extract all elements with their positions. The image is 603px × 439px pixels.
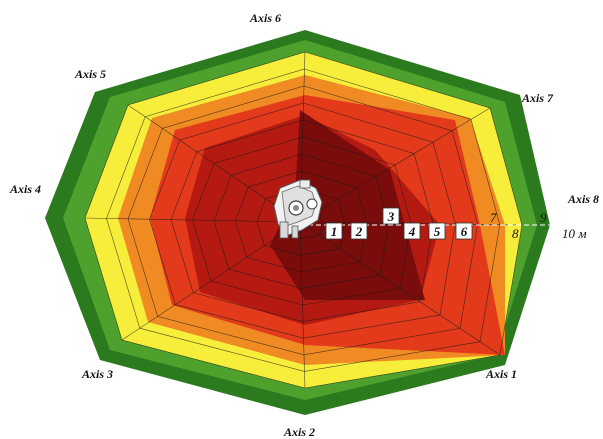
distance-label-8: 8 xyxy=(512,226,519,241)
distance-label-1: 1 xyxy=(331,224,338,239)
grid-spoke-6 xyxy=(121,221,301,341)
distance-label-4: 4 xyxy=(408,224,416,239)
grid-spoke-2 xyxy=(299,107,491,223)
grid-spoke-8 xyxy=(127,104,301,223)
axis-label-2: Axis 2 xyxy=(283,425,315,439)
distance-label-6: 6 xyxy=(461,224,468,239)
axis-label-5: Axis 5 xyxy=(74,67,106,81)
distance-box-4 xyxy=(403,222,421,240)
industrial-machine-icon xyxy=(273,179,323,239)
axis-label-8: Axis 8 xyxy=(567,192,599,206)
axis-label-1: Axis 1 xyxy=(485,367,517,381)
distance-label-7: 7 xyxy=(490,210,497,225)
grid-spoke-7 xyxy=(84,217,301,223)
distance-label-2: 2 xyxy=(355,224,363,239)
distance-box-1 xyxy=(325,222,343,240)
zone-maroon xyxy=(270,110,425,300)
axis-label-3: Axis 3 xyxy=(81,367,113,381)
axis-label-4: Axis 4 xyxy=(9,182,41,196)
distance-box-3 xyxy=(382,207,400,225)
distance-label-10: 10 м xyxy=(562,226,587,241)
distance-box-2 xyxy=(350,222,368,240)
grid-spoke-5 xyxy=(299,221,306,389)
distance-box-5 xyxy=(428,222,446,240)
axis-label-6: Axis 6 xyxy=(249,11,281,25)
distance-label-9: 9 xyxy=(540,210,547,225)
grid-spoke-4 xyxy=(299,221,501,356)
distance-box-6 xyxy=(455,222,473,240)
axis-label-7: Axis 7 xyxy=(521,91,554,105)
distance-label-5: 5 xyxy=(434,224,441,239)
distance-label-3: 3 xyxy=(387,209,395,224)
distance-labels: 1 2 3 4 5 6 7 8 9 10 м xyxy=(325,207,587,241)
radar-grid xyxy=(84,51,565,389)
